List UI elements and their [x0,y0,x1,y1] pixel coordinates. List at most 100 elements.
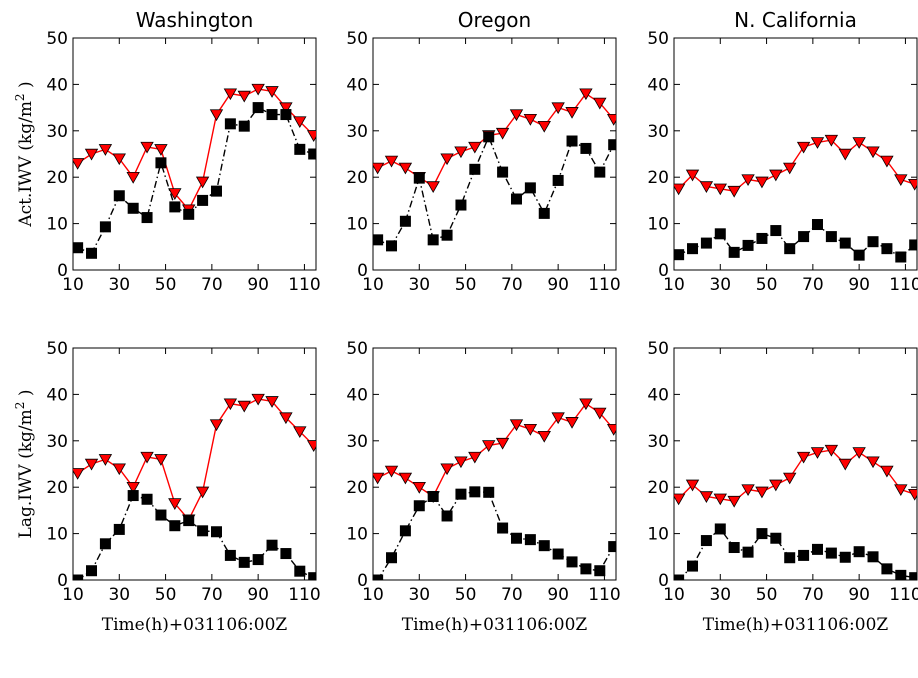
act-marker [523,114,538,126]
lag-marker [294,143,306,155]
act-marker [606,114,616,126]
lag-marker [714,228,726,240]
act-marker [796,141,811,154]
lag-marker [169,201,181,213]
act-marker [440,153,454,166]
lag-marker [714,523,726,535]
panel-title: N. California [734,8,857,32]
lag-marker [99,221,111,233]
x-tick-label: 50 [756,275,778,295]
plot-data-area [373,88,616,252]
x-tick-label: 50 [155,275,177,295]
lag-marker [86,565,98,577]
act-marker [824,134,839,147]
x-tick-label: 110 [588,275,620,295]
act-marker [852,447,866,459]
act-marker [279,102,293,115]
act-marker [755,176,769,189]
act-marker [593,407,607,420]
act-marker [894,484,908,497]
x-tick-label: 30 [408,275,430,295]
y-tick-label: 0 [357,261,368,281]
act-marker [168,188,182,200]
lag-marker [113,190,125,202]
x-axis-label: Time(h)+031106:00Z [102,615,288,635]
y-tick-label: 10 [346,215,368,235]
act-marker [880,155,894,168]
x-tick-label: 10 [62,585,84,605]
act-marker [537,430,551,443]
y-tick-label: 40 [46,75,68,95]
plot-data-area [674,134,917,263]
y-tick-label: 40 [647,385,669,405]
act-marker [195,176,210,189]
act-marker [606,423,616,436]
act-marker [223,398,238,411]
act-marker [279,412,293,425]
act-marker [209,419,224,432]
x-tick-label: 90 [848,275,870,295]
act-marker [838,458,852,471]
lag-marker [169,520,181,532]
y-tick-label: 20 [46,168,68,188]
act-marker [796,451,811,464]
lag-marker [728,542,740,554]
act-marker [426,181,440,193]
y-tick-label: 10 [46,215,68,235]
lag-marker [141,493,153,505]
lag-marker [798,549,810,561]
x-tick-label: 50 [455,275,477,295]
act-marker [73,158,85,170]
act-marker [237,90,251,103]
lag-marker [280,548,292,560]
act-marker [384,465,399,478]
act-marker [727,185,741,198]
act-marker [373,162,385,175]
act-marker [209,109,224,122]
x-tick-label: 10 [663,585,685,605]
act-marker [251,83,265,96]
y-tick-label: 30 [46,432,68,452]
y-tick-label: 10 [346,525,368,545]
act-marker [509,419,524,432]
act-marker [126,171,140,184]
act-marker [810,137,825,149]
lag-marker [373,234,384,246]
act-marker [769,479,783,492]
act-marker [293,426,307,439]
lag-marker [566,556,578,568]
y-tick-label: 30 [647,432,669,452]
lag-marker [784,243,796,255]
lag-marker [867,236,879,248]
y-tick-label: 50 [647,29,669,49]
lag-marker [86,247,98,259]
plot-data-area [73,393,316,580]
act-marker [866,146,880,159]
x-tick-label: 70 [201,275,223,295]
lag-marker [538,207,550,219]
x-tick-label: 30 [108,585,130,605]
y-tick-label: 40 [46,385,68,405]
act-marker [674,493,686,506]
lag-marker [73,242,84,254]
plot-frame [372,347,617,581]
y-axis-label: Lag.IWV (kg/m2 ) [13,390,36,539]
act-marker [237,400,251,413]
lag-marker [510,193,522,205]
lag-marker [497,166,509,178]
y-tick-label: 40 [647,75,669,95]
y-tick-label: 10 [647,215,669,235]
act-marker [454,146,468,159]
act-marker [112,463,126,476]
lag-marker [566,135,578,147]
plot-data-area [674,444,917,580]
x-tick-label: 90 [247,275,269,295]
act-marker [306,130,316,142]
lag-marker [594,565,606,577]
act-marker [265,396,279,408]
lag-marker [524,534,536,546]
act-marker [713,183,727,196]
